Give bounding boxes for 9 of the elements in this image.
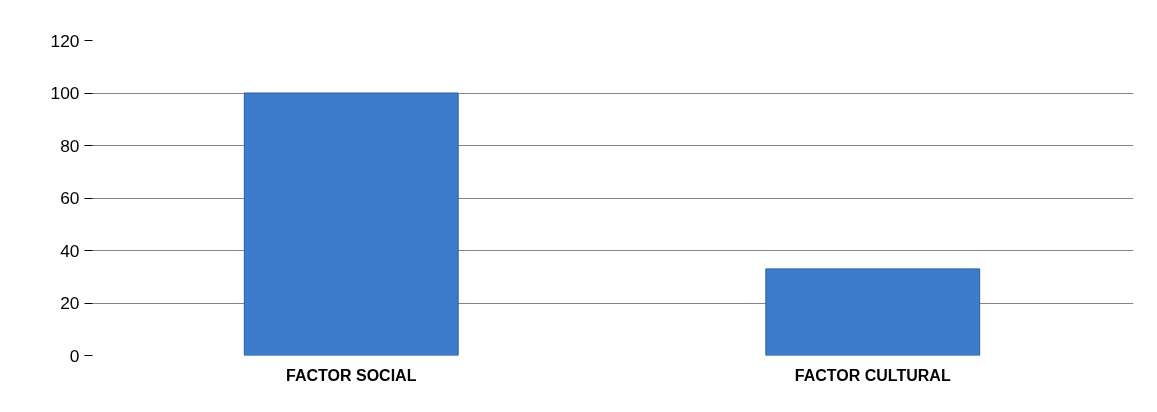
y-tick-label: 80 [60, 135, 80, 156]
y-tick-label: 40 [60, 240, 80, 261]
x-tick-label: FACTOR SOCIAL [286, 366, 417, 384]
x-tick-label: FACTOR CULTURAL [794, 366, 951, 384]
y-tick-label: 60 [60, 188, 80, 208]
y-tick-label: 120 [50, 30, 80, 51]
y-tick-label: 20 [60, 293, 80, 313]
y-tick-label: 0 [69, 345, 80, 366]
y-tick-label: 100 [50, 83, 80, 103]
